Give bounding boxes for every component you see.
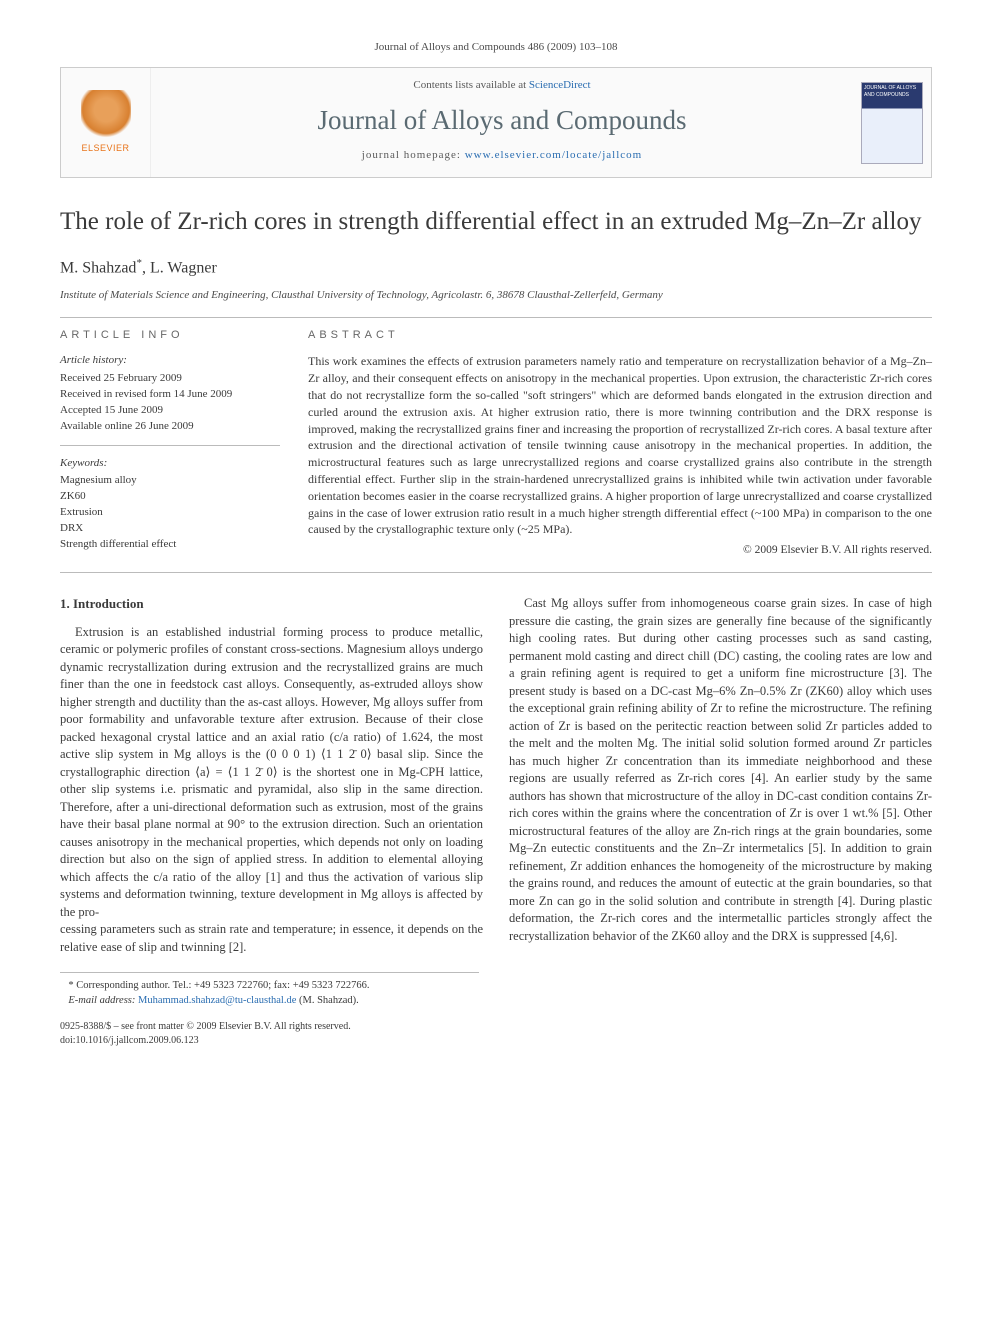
abstract-copyright: © 2009 Elsevier B.V. All rights reserved… — [308, 542, 932, 558]
keyword-2: ZK60 — [60, 489, 280, 505]
history-revised: Received in revised form 14 June 2009 — [60, 387, 280, 403]
journal-header-middle: Contents lists available at ScienceDirec… — [151, 68, 853, 177]
email-label: E-mail address: — [68, 995, 135, 1006]
abstract-text: This work examines the effects of extrus… — [308, 353, 932, 538]
author-1: M. Shahzad — [60, 259, 136, 276]
keyword-1: Magnesium alloy — [60, 473, 280, 489]
history-online: Available online 26 June 2009 — [60, 419, 280, 435]
article-info-column: article info Article history: Received 2… — [60, 328, 280, 558]
journal-name: Journal of Alloys and Compounds — [159, 102, 845, 140]
abstract-heading: abstract — [308, 328, 932, 343]
elsevier-logo: ELSEVIER — [81, 90, 131, 155]
info-abstract-row: article info Article history: Received 2… — [60, 317, 932, 573]
homepage-prefix: journal homepage: — [362, 149, 465, 161]
journal-homepage-line: journal homepage: www.elsevier.com/locat… — [159, 148, 845, 163]
footnotes: * Corresponding author. Tel.: +49 5323 7… — [60, 972, 479, 1008]
corresponding-author-note: * Corresponding author. Tel.: +49 5323 7… — [60, 979, 479, 994]
history-accepted: Accepted 15 June 2009 — [60, 403, 280, 419]
doi-line: doi:10.1016/j.jallcom.2009.06.123 — [60, 1034, 479, 1048]
elsevier-tree-icon — [81, 90, 131, 140]
intro-para-1-cont: cessing parameters such as strain rate a… — [60, 921, 483, 956]
keyword-3: Extrusion — [60, 505, 280, 521]
article-history-label: Article history: — [60, 353, 280, 368]
email-address[interactable]: Muhammad.shahzad@tu-clausthal.de — [138, 995, 296, 1006]
keywords-block: Keywords: Magnesium alloy ZK60 Extrusion… — [60, 456, 280, 553]
article-info-heading: article info — [60, 328, 280, 343]
email-line: E-mail address: Muhammad.shahzad@tu-clau… — [60, 994, 479, 1009]
journal-cover-thumbnail: JOURNAL OF ALLOYS AND COMPOUNDS — [861, 82, 923, 164]
author-2: L. Wagner — [150, 259, 217, 276]
keyword-4: DRX — [60, 521, 280, 537]
author-list: M. Shahzad*, L. Wagner — [60, 256, 932, 280]
contents-available-line: Contents lists available at ScienceDirec… — [159, 78, 845, 93]
intro-para-2: Cast Mg alloys suffer from inhomogeneous… — [509, 595, 932, 945]
contents-prefix: Contents lists available at — [413, 79, 528, 91]
article-title: The role of Zr-rich cores in strength di… — [60, 206, 932, 238]
section-1-heading: 1. Introduction — [60, 595, 483, 613]
article-history-block: Article history: Received 25 February 20… — [60, 353, 280, 445]
intro-para-1: Extrusion is an established industrial f… — [60, 624, 483, 922]
keywords-label: Keywords: — [60, 456, 280, 471]
history-received: Received 25 February 2009 — [60, 371, 280, 387]
journal-header-box: ELSEVIER Contents lists available at Sci… — [60, 67, 932, 178]
journal-cover-cell: JOURNAL OF ALLOYS AND COMPOUNDS — [853, 68, 931, 177]
email-attribution: (M. Shahzad). — [299, 995, 359, 1006]
front-matter-line: 0925-8388/$ – see front matter © 2009 El… — [60, 1020, 479, 1034]
running-head: Journal of Alloys and Compounds 486 (200… — [60, 40, 932, 55]
abstract-column: abstract This work examines the effects … — [308, 328, 932, 558]
publisher-logo-cell: ELSEVIER — [61, 68, 151, 177]
sciencedirect-link[interactable]: ScienceDirect — [529, 79, 591, 91]
author-sep: , — [142, 259, 150, 276]
affiliation: Institute of Materials Science and Engin… — [60, 288, 932, 303]
elsevier-wordmark: ELSEVIER — [81, 142, 129, 155]
journal-homepage-url[interactable]: www.elsevier.com/locate/jallcom — [465, 149, 643, 161]
body-two-column: 1. Introduction Extrusion is an establis… — [60, 595, 932, 956]
page-footer: 0925-8388/$ – see front matter © 2009 El… — [60, 1020, 479, 1048]
keyword-5: Strength differential effect — [60, 537, 280, 553]
